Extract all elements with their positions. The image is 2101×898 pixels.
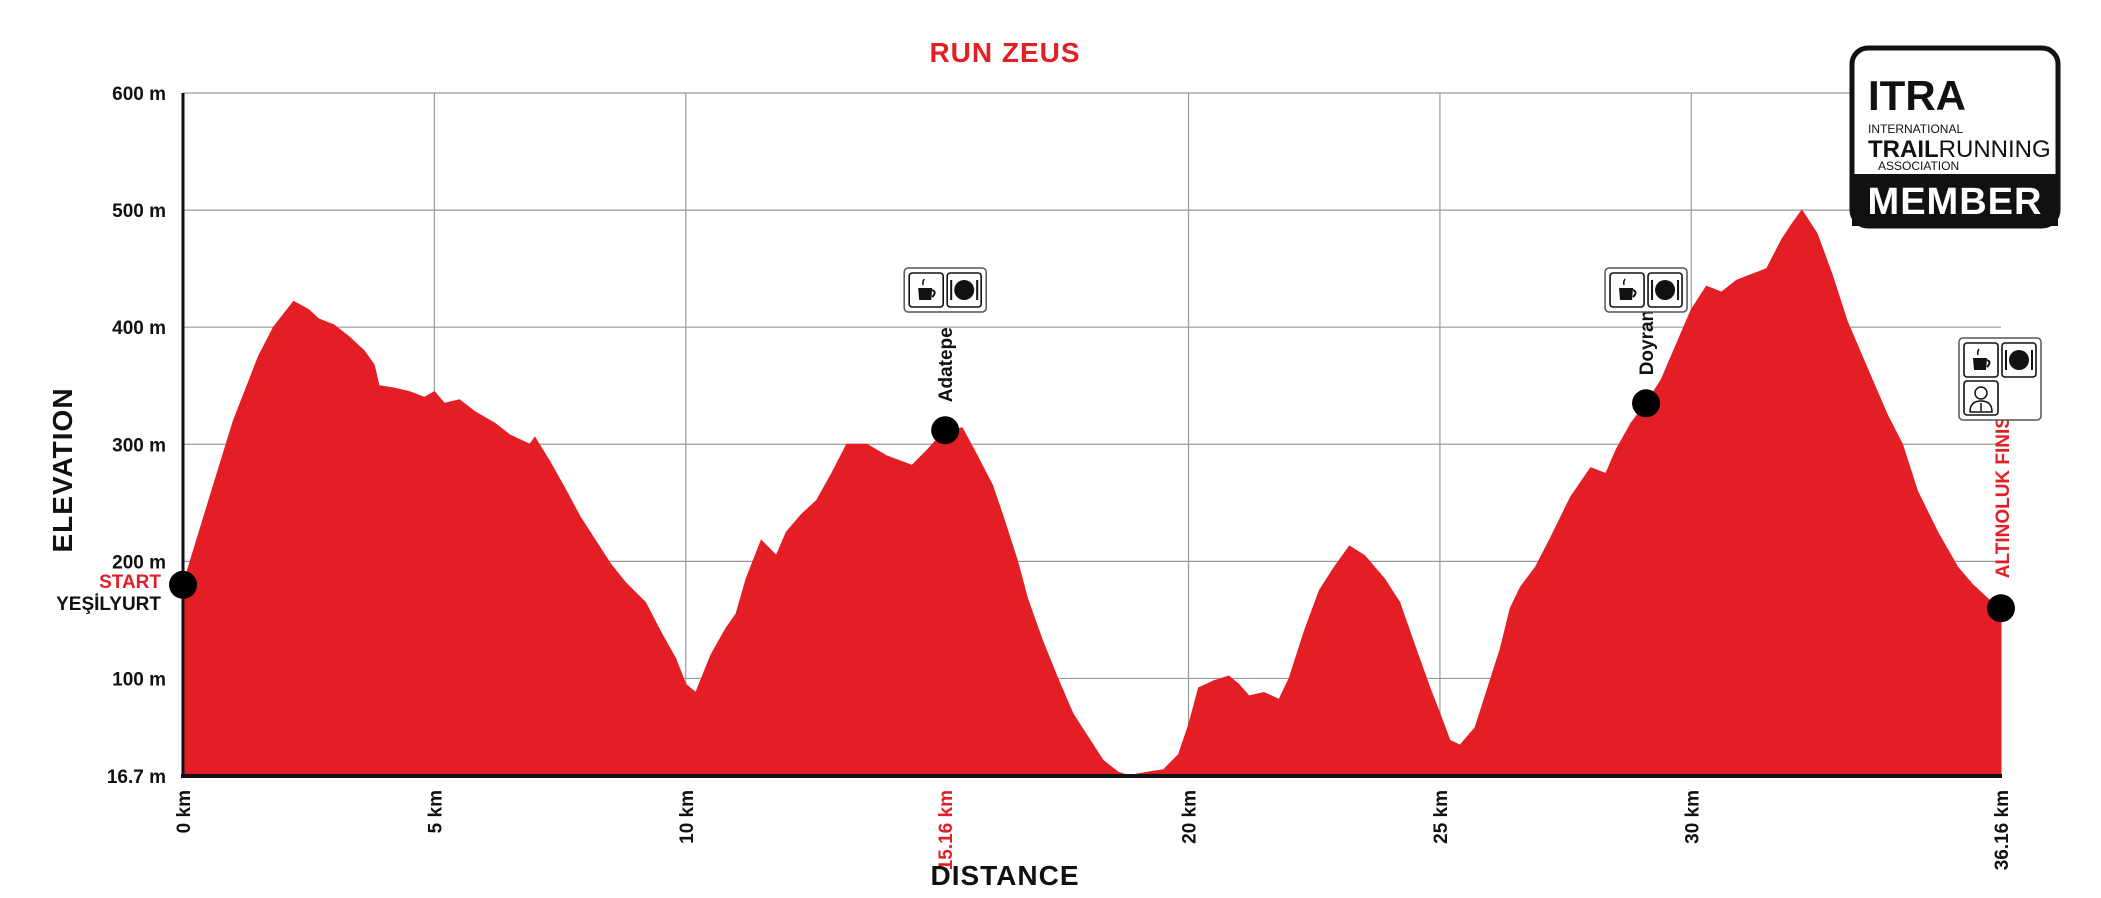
logo-badge-text: MEMBER [1868, 181, 2043, 223]
waypoint-label: Doyran [1637, 310, 1658, 375]
medic-icon [1963, 380, 1999, 416]
waypoint-label: Adatepe [936, 327, 957, 402]
y-tick-label: 600 m [112, 84, 166, 105]
x-axis-label: DISTANCE [930, 860, 1079, 891]
coffee-icon [908, 272, 944, 308]
finish-dot [1987, 594, 2015, 623]
y-tick-label: 200 m [112, 552, 166, 573]
y-axis-label: ELEVATION [47, 387, 78, 552]
x-tick-label: 20 km [1180, 790, 1201, 844]
y-tick-labels: 16.7 m 100 m 200 m 300 m 400 m 500 m 600 m [107, 84, 166, 788]
medic-body [1969, 400, 1993, 413]
coffee-cup [1619, 288, 1634, 300]
waypoint-dot [931, 416, 960, 445]
itra-member-logo: ITRA INTERNATIONAL TRAILRUNNING ASSOCIAT… [1849, 45, 2061, 229]
chart-title: RUN ZEUS [929, 37, 1080, 68]
x-tick-label: 15.16 km [936, 790, 957, 870]
meal-icon [1647, 272, 1683, 308]
coffee-icon [1609, 272, 1645, 308]
y-tick-label: 500 m [112, 201, 166, 222]
medic-head [1974, 386, 1988, 400]
start-dot [169, 570, 197, 599]
waypoint-dot [1632, 389, 1661, 418]
logo-line2-trail: TRAIL [1868, 136, 1939, 163]
x-tick-label: 30 km [1682, 790, 1703, 844]
axes [181, 93, 2002, 778]
coffee-handle [1632, 289, 1637, 298]
coffee-steam [1622, 278, 1626, 286]
meal-plate [954, 280, 975, 300]
coffee-icon [1963, 342, 1999, 378]
coffee-handle [1986, 359, 1991, 368]
y-tick-label: 16.7 m [107, 767, 166, 788]
y-tick-label: 100 m [112, 669, 166, 690]
aid-station-services [1604, 267, 1688, 313]
elevation-area [182, 209, 2002, 777]
x-tick-label: 25 km [1431, 790, 1452, 844]
coffee-steam [1976, 348, 1980, 356]
y-tick-label: 300 m [112, 435, 166, 456]
coffee-cup [1973, 358, 1987, 370]
logo-line2: TRAILRUNNING [1868, 136, 2051, 163]
x-tick-label: 36.16 km [1992, 790, 2013, 870]
meal-icon [2001, 342, 2037, 378]
x-tick-label: 10 km [677, 790, 698, 844]
start-place: YEŞİLYURT [56, 594, 161, 615]
elevation-profile-fill [182, 209, 2002, 777]
logo-mark: ITRA [1868, 72, 1966, 119]
x-tick-label: 0 km [174, 790, 195, 833]
x-tick-label: 5 km [425, 790, 446, 833]
x-tick-labels: 0 km 5 km 10 km 15.16 km 20 km 25 km 30 km 36.1… [174, 790, 2013, 870]
start-label: START [99, 572, 161, 593]
coffee-handle [931, 289, 936, 298]
y-tick-label: 400 m [112, 318, 166, 339]
logo-line1: INTERNATIONAL [1868, 122, 1963, 136]
logo-line3: ASSOCIATION [1878, 159, 1959, 173]
aid-station-services [903, 267, 987, 313]
meal-icon [946, 272, 982, 308]
coffee-cup [918, 288, 933, 300]
aid-station-services [1958, 337, 2042, 421]
medic-icon-frame [1963, 380, 1999, 416]
meal-plate [2009, 350, 2029, 370]
finish-label: ALTINOLUK FINISH [1993, 402, 2014, 578]
meal-plate [1655, 280, 1676, 300]
logo-badge-band-bottom [1852, 198, 2058, 226]
coffee-steam [922, 278, 925, 286]
logo-line2-running: RUNNING [1939, 136, 2051, 163]
